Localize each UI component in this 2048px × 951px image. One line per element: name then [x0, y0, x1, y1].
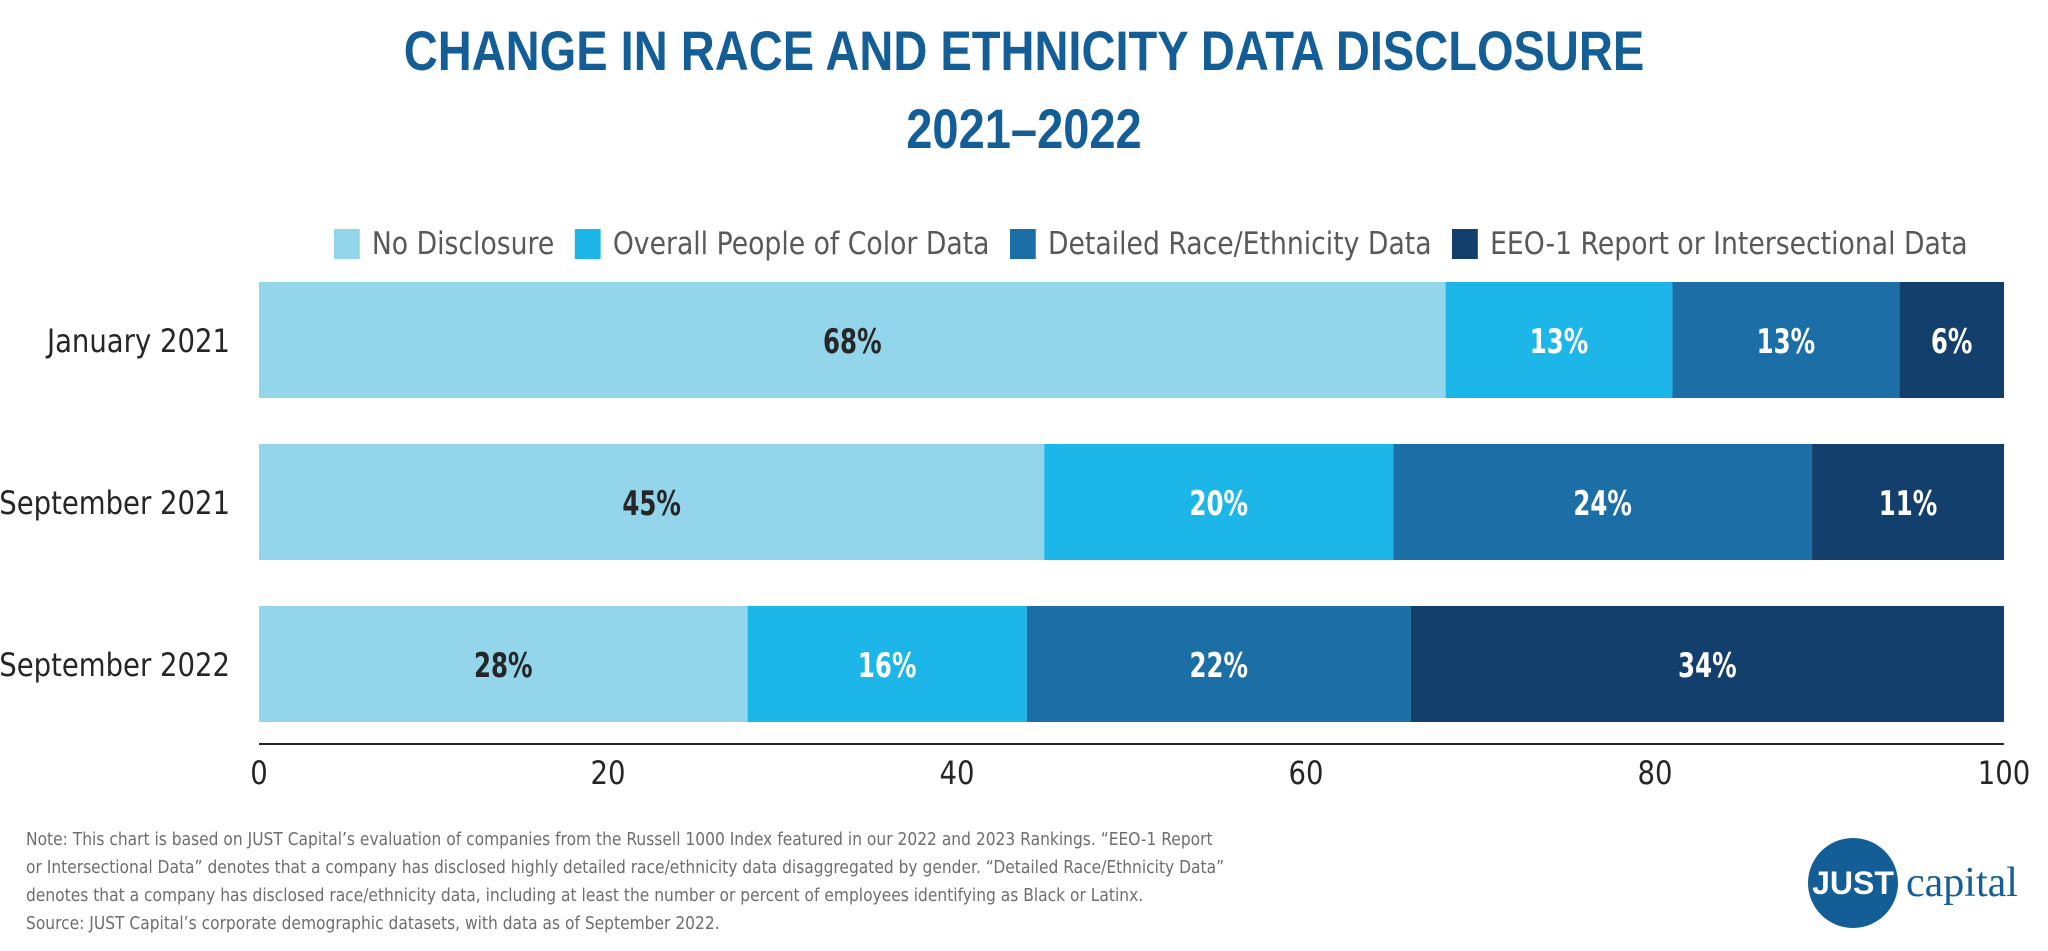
x-tick-label: 40 [939, 755, 974, 793]
bar-segment [1812, 444, 2004, 560]
note-line-3: denotes that a company has disclosed rac… [26, 885, 1144, 906]
bar-data-label: 22% [1189, 646, 1248, 685]
bar-data-label: 24% [1573, 484, 1632, 523]
bar-segment [1899, 282, 2004, 398]
bar-segment [1026, 606, 1411, 722]
row-label: January 2021 [45, 323, 230, 361]
bar-data-label: 28% [474, 646, 533, 685]
bar-data-label: 16% [858, 646, 917, 685]
x-tick-label: 100 [1978, 755, 2031, 793]
bar-segment [1445, 282, 1673, 398]
legend-swatch [574, 229, 601, 259]
legend-item-2: Overall People of Color Data [574, 226, 990, 262]
chart-legend: No Disclosure Overall People of Color Dat… [334, 222, 1988, 266]
legend-label: Detailed Race/Ethnicity Data [1048, 226, 1432, 262]
bar-data-label: 34% [1678, 646, 1737, 685]
legend-item-4: EEO-1 Report or Intersectional Data [1452, 226, 1968, 262]
row-label: September 2022 [0, 647, 230, 685]
row-label: September 2021 [0, 485, 230, 523]
note-line-2: or Intersectional Data” denotes that a c… [26, 857, 1225, 878]
bar-data-label: 6% [1931, 322, 1973, 361]
bar-segment [1672, 282, 1900, 398]
legend-swatch [1452, 229, 1479, 259]
bar-segment [747, 606, 1027, 722]
note-line-1: Note: This chart is based on JUST Capita… [26, 829, 1213, 850]
legend-label: No Disclosure [371, 226, 555, 262]
chart-title-line-1: CHANGE IN RACE AND ETHNICITY DATA DISCLO… [403, 19, 1645, 82]
bar-data-label: 68% [823, 322, 882, 361]
bar-data-label: 13% [1530, 322, 1589, 361]
bar-segment [259, 282, 1446, 398]
bar-segment [1393, 444, 1813, 560]
legend-label: Overall People of Color Data [612, 226, 990, 262]
x-tick-label: 60 [1288, 755, 1323, 793]
legend-label: EEO-1 Report or Intersectional Data [1490, 226, 1968, 262]
bar-segment [259, 444, 1045, 560]
bar-segment [259, 606, 748, 722]
x-tick-label: 80 [1637, 755, 1672, 793]
logo-wordmark: capital [1906, 860, 2018, 906]
chart-title-line-2: 2021–2022 [906, 97, 1142, 160]
bar-segment [1410, 606, 2004, 722]
x-tick-label: 20 [590, 755, 625, 793]
just-capital-logo: JUST capital [1808, 838, 2018, 928]
bar-data-label: 13% [1757, 322, 1816, 361]
chart-note: Note: This chart is based on JUST Capita… [26, 826, 1247, 938]
x-tick-label: 0 [250, 755, 268, 793]
legend-swatch [1010, 229, 1036, 259]
bar-segment [1044, 444, 1394, 560]
legend-item-3: Detailed Race/Ethnicity Data [1010, 226, 1432, 262]
legend-swatch [334, 229, 360, 259]
chart-title: CHANGE IN RACE AND ETHNICITY DATA DISCLO… [164, 12, 1884, 168]
bar-data-label: 11% [1879, 484, 1938, 523]
stacked-bar-chart: January 2021 68% 13% 13% 6% September 2021 45%… [0, 282, 2031, 793]
logo-mark: JUST [1808, 838, 1898, 928]
bar-data-label: 20% [1189, 484, 1248, 523]
note-line-4: Source: JUST Capital’s corporate demogra… [26, 913, 720, 934]
legend-item-1: No Disclosure [334, 226, 554, 262]
bar-data-label: 45% [622, 484, 681, 523]
